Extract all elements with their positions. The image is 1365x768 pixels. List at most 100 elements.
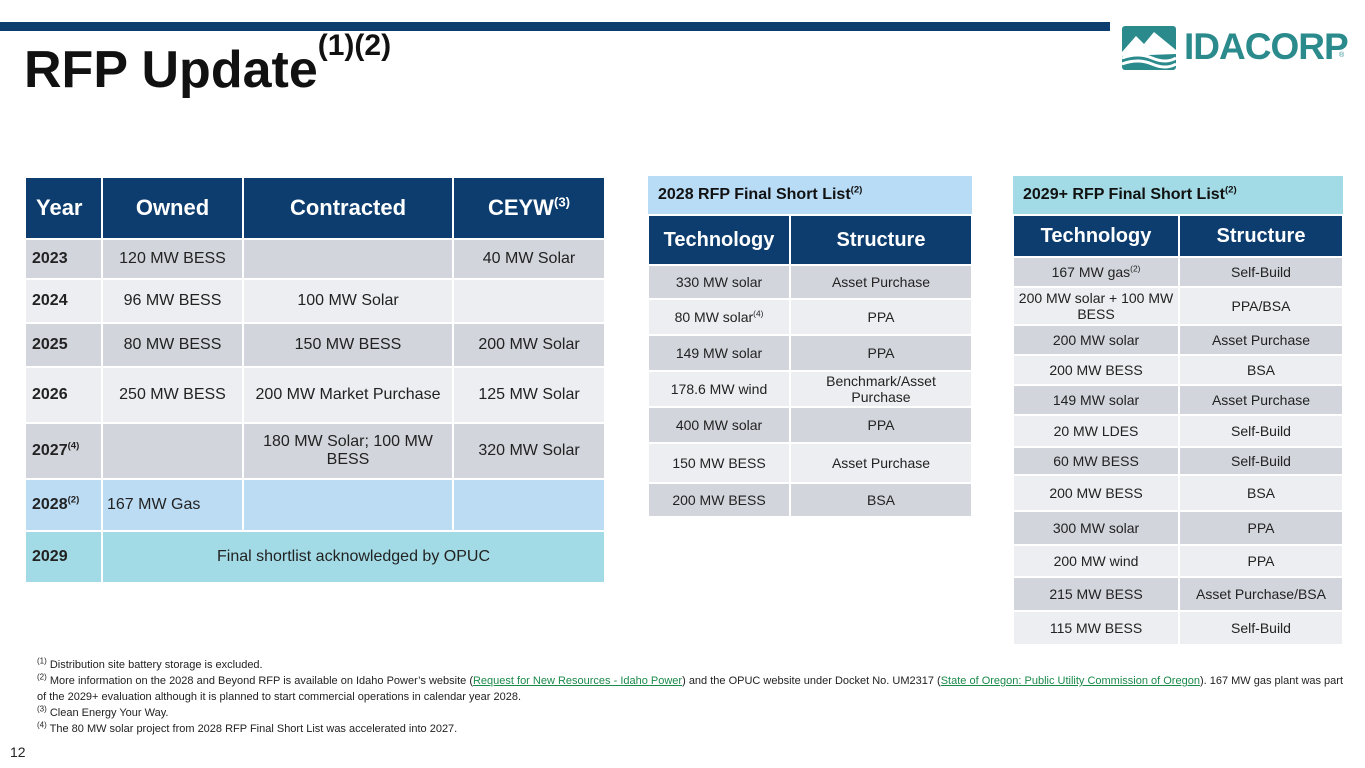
table-row: 2027(4) 180 MW Solar; 100 MW BESS 320 MW S… <box>24 422 606 480</box>
structure-cell: Self-Build <box>1178 446 1344 476</box>
list-item: 60 MW BESS Self-Build <box>1012 446 1344 476</box>
structure-cell: Self-Build <box>1178 414 1344 448</box>
footnote-1: (1) Distribution site battery storage is… <box>37 656 263 671</box>
list-item: 215 MW BESS Asset Purchase/BSA <box>1012 576 1344 612</box>
title-superscript: (1)(2) <box>317 29 392 62</box>
structure-cell: Asset Purchase/BSA <box>1178 576 1344 612</box>
contracted-cell <box>242 478 454 532</box>
ceyw-cell <box>452 278 606 324</box>
structure-cell: PPA <box>1178 510 1344 546</box>
shortlist-2028-table: 2028 RFP Final Short List(2) Technology … <box>647 176 973 518</box>
owned-cell: 250 MW BESS <box>101 366 244 424</box>
list-item: 330 MW solar Asset Purchase <box>647 264 973 300</box>
technology-cell: 80 MW solar(4) <box>647 298 791 336</box>
structure-cell: PPA <box>789 334 973 372</box>
year-cell: 2026 <box>24 366 103 424</box>
technology-cell: 300 MW solar <box>1012 510 1180 546</box>
mountain-logo-icon <box>1121 26 1177 70</box>
technology-cell: 330 MW solar <box>647 264 791 300</box>
list-item: 200 MW BESS BSA <box>1012 474 1344 512</box>
idacorp-logo: IDACORP ® <box>1118 18 1350 78</box>
year-cell: 2024 <box>24 278 103 324</box>
technology-cell: 20 MW LDES <box>1012 414 1180 448</box>
technology-cell: 215 MW BESS <box>1012 576 1180 612</box>
idaho-power-rfp-link[interactable]: Request for New Resources - Idaho Power <box>472 675 683 687</box>
structure-cell: BSA <box>789 482 973 518</box>
list-item: 115 MW BESS Self-Build <box>1012 610 1344 646</box>
technology-cell: 149 MW solar <box>647 334 791 372</box>
owned-cell <box>101 422 244 480</box>
list-item: 200 MW BESS BSA <box>647 482 973 518</box>
header-year: Year <box>24 176 103 240</box>
footnote-4: (4) The 80 MW solar project from 2028 RF… <box>37 720 458 735</box>
technology-cell: 200 MW wind <box>1012 544 1180 578</box>
page-number: 12 <box>10 744 26 760</box>
structure-cell: BSA <box>1178 474 1344 512</box>
technology-cell: 60 MW BESS <box>1012 446 1180 476</box>
header-ceyw: CEYW(3) <box>452 176 606 240</box>
structure-cell: Asset Purchase <box>789 442 973 484</box>
logo-wordmark: IDACORP <box>1184 26 1349 67</box>
final-shortlist-note: Final shortlist acknowledged by OPUC <box>101 530 606 584</box>
resource-table-header: Year Owned Contracted CEYW(3) <box>24 176 606 240</box>
structure-cell: Asset Purchase <box>789 264 973 300</box>
table-row: 2024 96 MW BESS 100 MW Solar <box>24 278 606 324</box>
contracted-cell: 100 MW Solar <box>242 278 454 324</box>
contracted-cell: 150 MW BESS <box>242 322 454 368</box>
list-item: 167 MW gas(2) Self-Build <box>1012 256 1344 288</box>
ceyw-cell <box>452 478 606 532</box>
structure-cell: PPA <box>789 298 973 336</box>
year-cell: 2027(4) <box>24 422 103 480</box>
structure-cell: Asset Purchase <box>1178 324 1344 356</box>
year-cell: 2023 <box>24 238 103 280</box>
table-row: 2023 120 MW BESS 40 MW Solar <box>24 238 606 280</box>
contracted-cell <box>242 238 454 280</box>
list-item: 149 MW solar PPA <box>647 334 973 372</box>
owned-cell: 96 MW BESS <box>101 278 244 324</box>
page-title: RFP Update(1)(2) <box>24 29 392 100</box>
footnote-3: (3) Clean Energy Your Way. <box>37 704 169 719</box>
list-item: 200 MW solar + 100 MW BESS PPA/BSA <box>1012 286 1344 326</box>
technology-cell: 400 MW solar <box>647 406 791 444</box>
contracted-cell: 200 MW Market Purchase <box>242 366 454 424</box>
list-item: 200 MW BESS BSA <box>1012 354 1344 386</box>
list-item: 20 MW LDES Self-Build <box>1012 414 1344 448</box>
ceyw-cell: 125 MW Solar <box>452 366 606 424</box>
footnotes: (1) Distribution site battery storage is… <box>37 657 1347 737</box>
year-cell: 2028(2) <box>24 478 103 532</box>
contracted-cell: 180 MW Solar; 100 MW BESS <box>242 422 454 480</box>
list-item: 200 MW wind PPA <box>1012 544 1344 578</box>
shortlist-2029-header-structure: Structure <box>1178 214 1344 258</box>
structure-cell: Self-Build <box>1178 256 1344 288</box>
technology-cell: 167 MW gas(2) <box>1012 256 1180 288</box>
structure-cell: PPA <box>789 406 973 444</box>
table-row-final: 2029 Final shortlist acknowledged by OPUC <box>24 530 606 584</box>
ceyw-cell: 200 MW Solar <box>452 322 606 368</box>
top-accent-bar <box>0 22 1110 31</box>
list-item: 149 MW solar Asset Purchase <box>1012 384 1344 416</box>
list-item: 150 MW BESS Asset Purchase <box>647 442 973 484</box>
technology-cell: 115 MW BESS <box>1012 610 1180 646</box>
table-row: 2025 80 MW BESS 150 MW BESS 200 MW Solar <box>24 322 606 368</box>
structure-cell: BSA <box>1178 354 1344 386</box>
header-owned: Owned <box>101 176 244 240</box>
shortlist-2029-caption: 2029+ RFP Final Short List(2) <box>1013 176 1343 215</box>
shortlist-2028-caption: 2028 RFP Final Short List(2) <box>648 176 972 215</box>
technology-cell: 200 MW solar + 100 MW BESS <box>1012 286 1180 326</box>
structure-cell: Asset Purchase <box>1178 384 1344 416</box>
ceyw-cell: 320 MW Solar <box>452 422 606 480</box>
shortlist-2029-table: 2029+ RFP Final Short List(2) Technology… <box>1012 176 1344 646</box>
footnote-2: (2) More information on the 2028 and Bey… <box>37 672 1344 703</box>
list-item: 400 MW solar PPA <box>647 406 973 444</box>
ceyw-cell: 40 MW Solar <box>452 238 606 280</box>
year-cell: 2025 <box>24 322 103 368</box>
structure-cell: PPA <box>1178 544 1344 578</box>
list-item: 200 MW solar Asset Purchase <box>1012 324 1344 356</box>
opuc-link[interactable]: State of Oregon: Public Utility Commissi… <box>940 675 1200 687</box>
technology-cell: 149 MW solar <box>1012 384 1180 416</box>
shortlist-2028-header-technology: Technology <box>647 214 791 266</box>
list-item: 178.6 MW wind Benchmark/Asset Purchase <box>647 370 973 408</box>
header-contracted: Contracted <box>242 176 454 240</box>
year-cell: 2029 <box>24 530 103 584</box>
table-row: 2028(2) 167 MW Gas <box>24 478 606 532</box>
